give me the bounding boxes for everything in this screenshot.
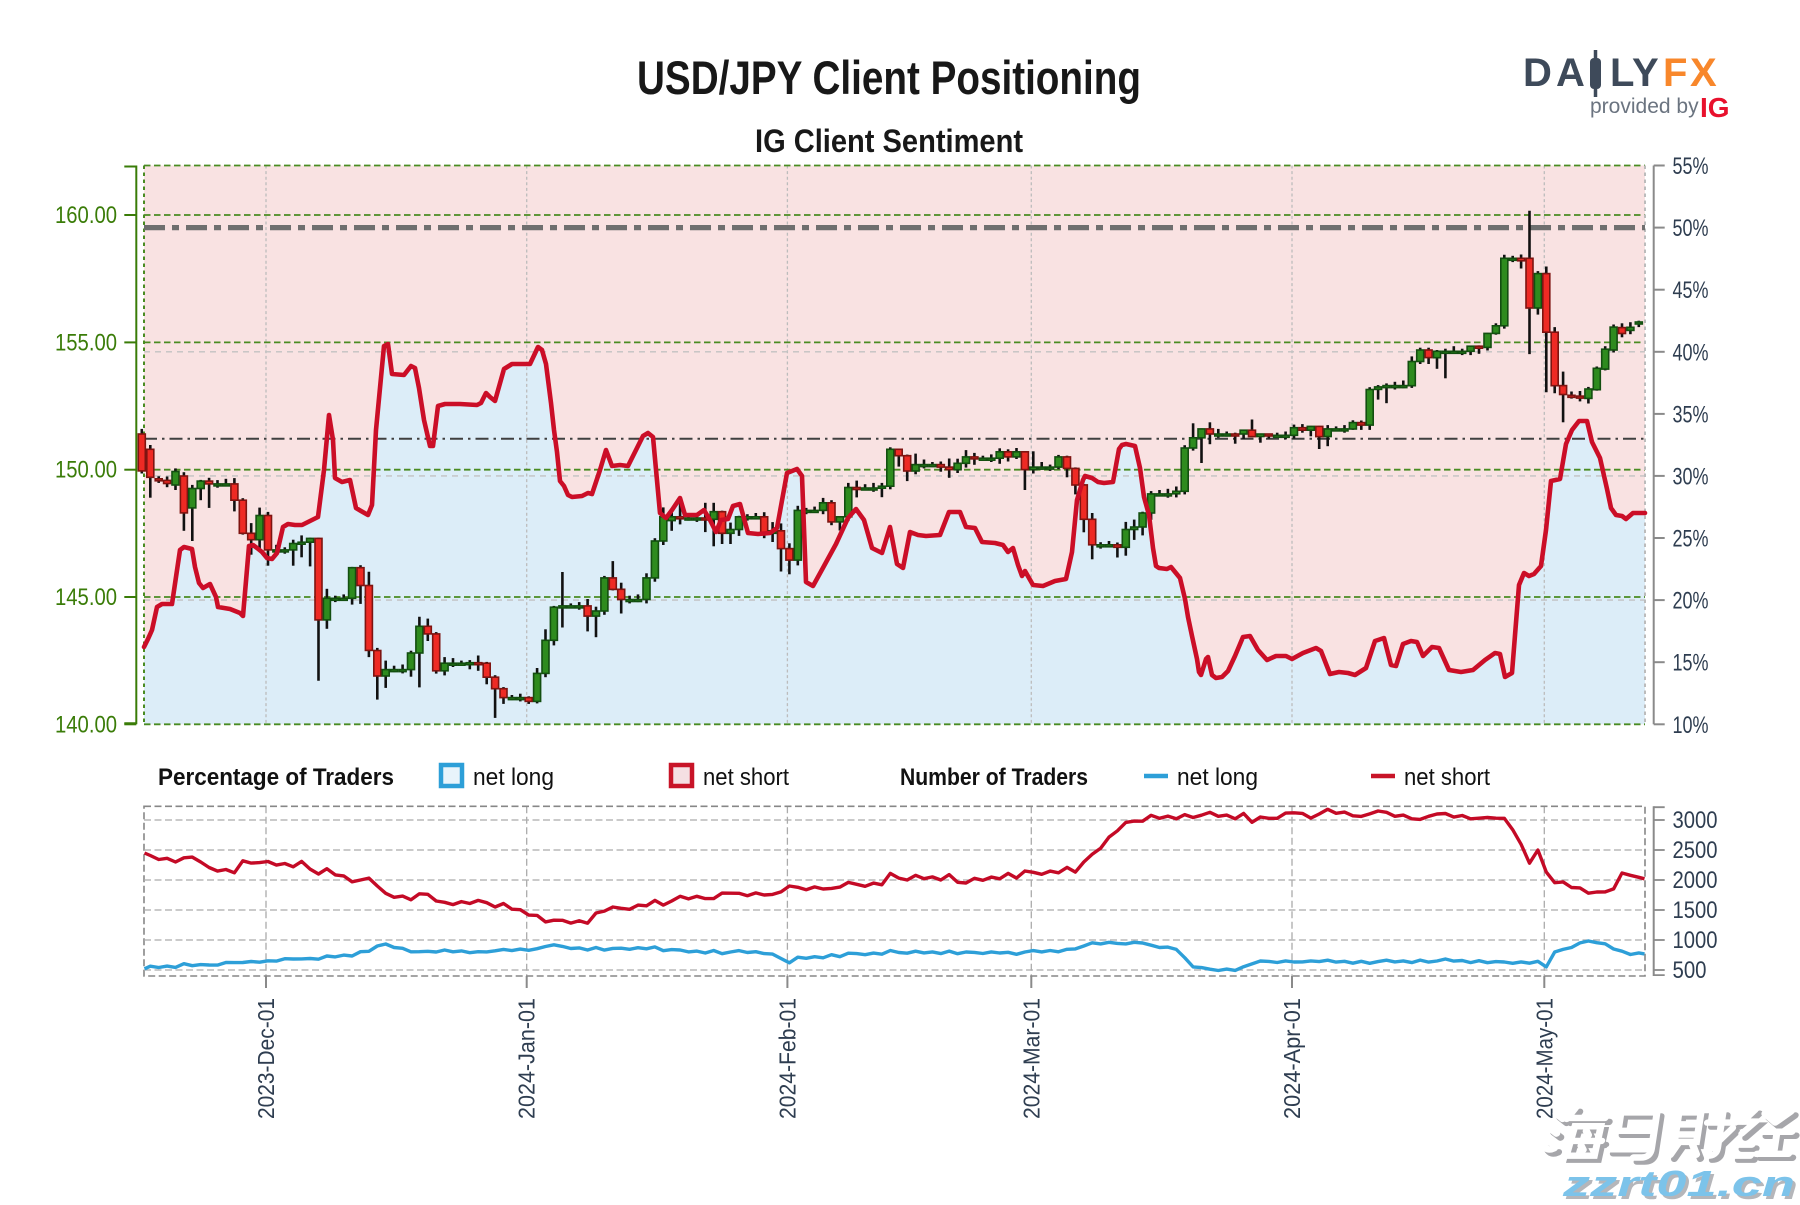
svg-text:1500: 1500 bbox=[1673, 897, 1718, 924]
svg-text:provided by: provided by bbox=[1590, 95, 1699, 118]
svg-text:net short: net short bbox=[703, 764, 789, 791]
svg-text:2000: 2000 bbox=[1673, 867, 1718, 894]
svg-text:140.00: 140.00 bbox=[55, 711, 117, 738]
svg-text:IG: IG bbox=[1700, 92, 1730, 123]
svg-text:Number of Traders: Number of Traders bbox=[900, 764, 1088, 791]
svg-text:2024-Apr-01: 2024-Apr-01 bbox=[1279, 998, 1305, 1119]
svg-text:D: D bbox=[1523, 51, 1552, 95]
svg-text:15%: 15% bbox=[1673, 650, 1709, 677]
svg-text:2024-Mar-01: 2024-Mar-01 bbox=[1018, 998, 1044, 1119]
svg-text:50%: 50% bbox=[1673, 215, 1709, 242]
svg-text:3000: 3000 bbox=[1673, 807, 1718, 834]
svg-text:25%: 25% bbox=[1673, 526, 1709, 553]
svg-text:zzrt01.cn: zzrt01.cn bbox=[1561, 1163, 1795, 1200]
svg-text:zzrt01.cn: zzrt01.cn bbox=[1564, 1166, 1798, 1200]
svg-text:30%: 30% bbox=[1673, 463, 1709, 490]
svg-text:155.00: 155.00 bbox=[55, 329, 117, 356]
svg-text:L: L bbox=[1610, 51, 1634, 95]
svg-text:40%: 40% bbox=[1673, 339, 1709, 366]
svg-text:500: 500 bbox=[1673, 957, 1707, 984]
svg-text:45%: 45% bbox=[1673, 277, 1709, 304]
svg-text:Y: Y bbox=[1632, 51, 1659, 95]
svg-text:IG Client Sentiment: IG Client Sentiment bbox=[755, 123, 1023, 159]
svg-text:55%: 55% bbox=[1673, 153, 1709, 180]
svg-text:net short: net short bbox=[1404, 764, 1490, 791]
svg-text:2023-Dec-01: 2023-Dec-01 bbox=[253, 998, 279, 1119]
svg-text:2024-Feb-01: 2024-Feb-01 bbox=[774, 998, 800, 1119]
svg-text:A: A bbox=[1556, 51, 1585, 95]
svg-text:USD/JPY Client Positioning: USD/JPY Client Positioning bbox=[637, 51, 1141, 104]
svg-text:net long: net long bbox=[1177, 764, 1258, 791]
svg-text:35%: 35% bbox=[1673, 401, 1709, 428]
svg-text:1000: 1000 bbox=[1673, 927, 1718, 954]
svg-text:2024-May-01: 2024-May-01 bbox=[1531, 998, 1557, 1119]
svg-text:X: X bbox=[1690, 51, 1717, 95]
svg-text:150.00: 150.00 bbox=[55, 457, 117, 484]
svg-text:F: F bbox=[1663, 51, 1687, 95]
svg-text:Percentage of Traders: Percentage of Traders bbox=[158, 764, 394, 791]
svg-text:20%: 20% bbox=[1673, 588, 1709, 615]
svg-text:2024-Jan-01: 2024-Jan-01 bbox=[514, 998, 540, 1119]
svg-text:2500: 2500 bbox=[1673, 837, 1718, 864]
svg-text:160.00: 160.00 bbox=[55, 202, 117, 229]
svg-text:10%: 10% bbox=[1673, 712, 1709, 739]
svg-text:net long: net long bbox=[473, 764, 554, 791]
svg-text:145.00: 145.00 bbox=[55, 584, 117, 611]
